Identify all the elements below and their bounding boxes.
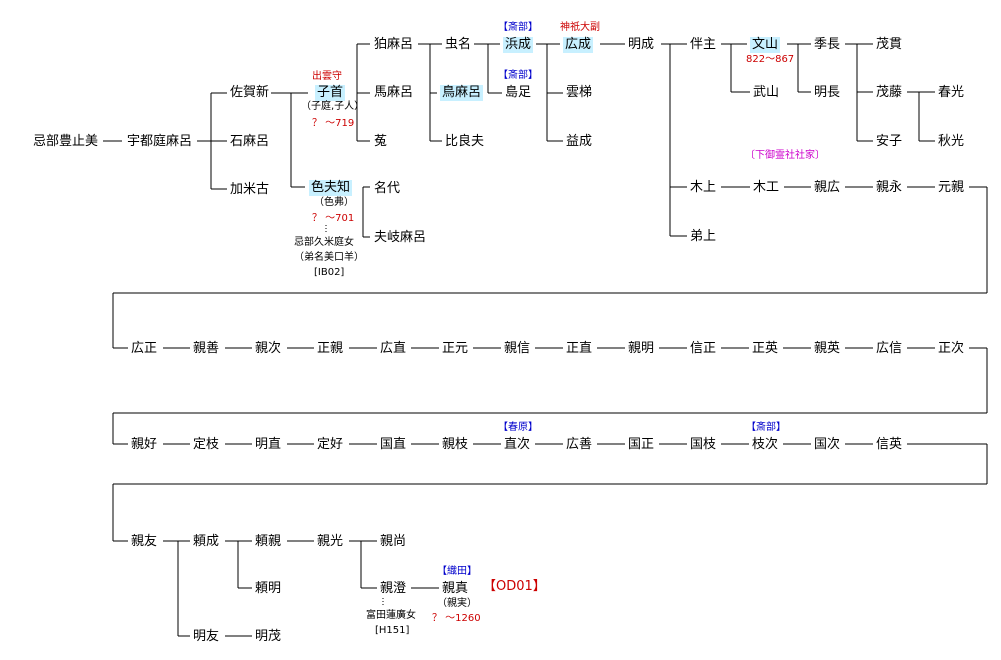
person-node: 忌部豊止美	[33, 134, 99, 149]
annotation-note: ？ ～1260	[432, 613, 481, 624]
person-node: 石麻呂	[230, 134, 270, 149]
person-node: 親広	[814, 180, 841, 195]
annotation-note: （弟名美口羊）	[294, 252, 364, 263]
person-node: 益成	[566, 134, 593, 149]
person-node: 頼明	[255, 581, 282, 596]
person-node: 宇都庭麻呂	[127, 134, 193, 149]
person-node: 秋光	[938, 134, 965, 149]
annotation-note: 【斎部】	[498, 22, 538, 33]
person-node: 親英	[814, 341, 841, 356]
person-node: 親永	[876, 180, 903, 195]
person-node: 明茂	[255, 629, 282, 644]
annotation-note: 【織田】	[437, 566, 477, 577]
person-node: 国正	[628, 437, 655, 452]
person-node: 広善	[566, 437, 593, 452]
annotation-note: [H151]	[375, 625, 410, 636]
person-node: 広成	[563, 37, 594, 53]
annotation-note: ？ ～701	[312, 213, 355, 224]
person-node: 正親	[317, 341, 344, 356]
person-node: 加米古	[230, 182, 270, 197]
annotation-note: 〔下御霊社社家〕	[745, 150, 825, 161]
person-node: 親信	[504, 341, 531, 356]
person-node: 明長	[814, 85, 841, 100]
person-node: 馬麻呂	[374, 85, 414, 100]
person-node: 文山	[750, 37, 781, 53]
person-node: 春光	[938, 85, 965, 100]
person-node: 色夫知	[309, 180, 353, 196]
person-node: 親善	[193, 341, 220, 356]
person-node: 親真	[442, 581, 469, 596]
person-node: 正元	[442, 341, 469, 356]
person-node: 頼成	[193, 534, 220, 549]
person-node: 安子	[876, 134, 903, 149]
annotation-note: 【斎部】	[746, 422, 786, 433]
annotation-note: （子庭,子人）	[301, 101, 365, 112]
annotation-note: 【OD01】	[483, 579, 546, 594]
person-node: 浜成	[503, 37, 534, 53]
person-node: 佐賀新	[230, 85, 270, 100]
person-node: 比良夫	[445, 134, 485, 149]
annotation-note: 【斎部】	[498, 70, 538, 81]
person-node: 弟上	[690, 229, 717, 244]
person-node: 夫岐麻呂	[374, 230, 427, 245]
person-node: 明直	[255, 437, 282, 452]
annotation-note: 出雲守	[312, 71, 342, 82]
annotation-note: ？ ～719	[312, 118, 355, 129]
person-node: 親尚	[380, 534, 407, 549]
person-node: 武山	[753, 85, 780, 100]
person-node: 鳥麻呂	[440, 85, 484, 101]
person-node: 頼親	[255, 534, 282, 549]
person-node: 伴主	[690, 37, 717, 52]
person-node: 子首	[315, 85, 346, 101]
person-node: 国枝	[690, 437, 717, 452]
person-node: 親友	[131, 534, 158, 549]
person-node: 正直	[566, 341, 593, 356]
annotation-note: 忌部久米庭女	[294, 237, 354, 248]
annotation-note: 822～867	[746, 54, 795, 65]
person-node: 広信	[876, 341, 903, 356]
person-node: 信英	[876, 437, 903, 452]
person-node: 季長	[814, 37, 841, 52]
person-node: 枝次	[752, 437, 779, 452]
person-node: 直次	[504, 437, 531, 452]
annotation-note: 【春原】	[498, 422, 538, 433]
person-node: 雲梯	[566, 85, 593, 100]
annotation-note: （親実）	[437, 598, 477, 609]
person-node: 菟	[374, 134, 388, 149]
person-node: 定好	[317, 437, 344, 452]
person-node: 広直	[380, 341, 407, 356]
person-node: 元親	[938, 180, 965, 195]
person-node: 名代	[374, 181, 401, 196]
person-node: 親澄	[380, 581, 407, 596]
person-node: 国次	[814, 437, 841, 452]
person-node: 明友	[193, 629, 220, 644]
person-node: 狛麻呂	[374, 37, 414, 52]
person-node: 親次	[255, 341, 282, 356]
person-node: 茂貫	[876, 37, 903, 52]
person-node: 虫名	[445, 37, 472, 52]
person-node: 正英	[752, 341, 779, 356]
person-node: 木上	[690, 180, 717, 195]
person-node: 木工	[753, 180, 780, 195]
person-node: 親光	[317, 534, 344, 549]
person-node: 広正	[131, 341, 158, 356]
person-node: 親好	[131, 437, 158, 452]
person-node: 定枝	[193, 437, 220, 452]
person-node: 明成	[628, 37, 655, 52]
annotation-note: 神祇大副	[560, 22, 600, 33]
annotation-note: 富田蓮廣女	[366, 610, 416, 621]
person-node: 正次	[938, 341, 965, 356]
annotation-note: [IB02]	[314, 267, 345, 278]
annotation-note: （色弗）	[314, 197, 354, 208]
person-node: 茂藤	[876, 85, 903, 100]
person-node: 国直	[380, 437, 407, 452]
person-node: 親明	[628, 341, 655, 356]
person-node: 信正	[690, 341, 717, 356]
person-node: 島足	[505, 85, 532, 100]
person-node: 親枝	[442, 437, 469, 452]
